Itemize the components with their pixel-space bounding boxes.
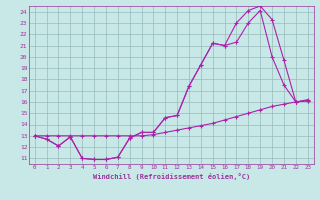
X-axis label: Windchill (Refroidissement éolien,°C): Windchill (Refroidissement éolien,°C) [92,173,250,180]
